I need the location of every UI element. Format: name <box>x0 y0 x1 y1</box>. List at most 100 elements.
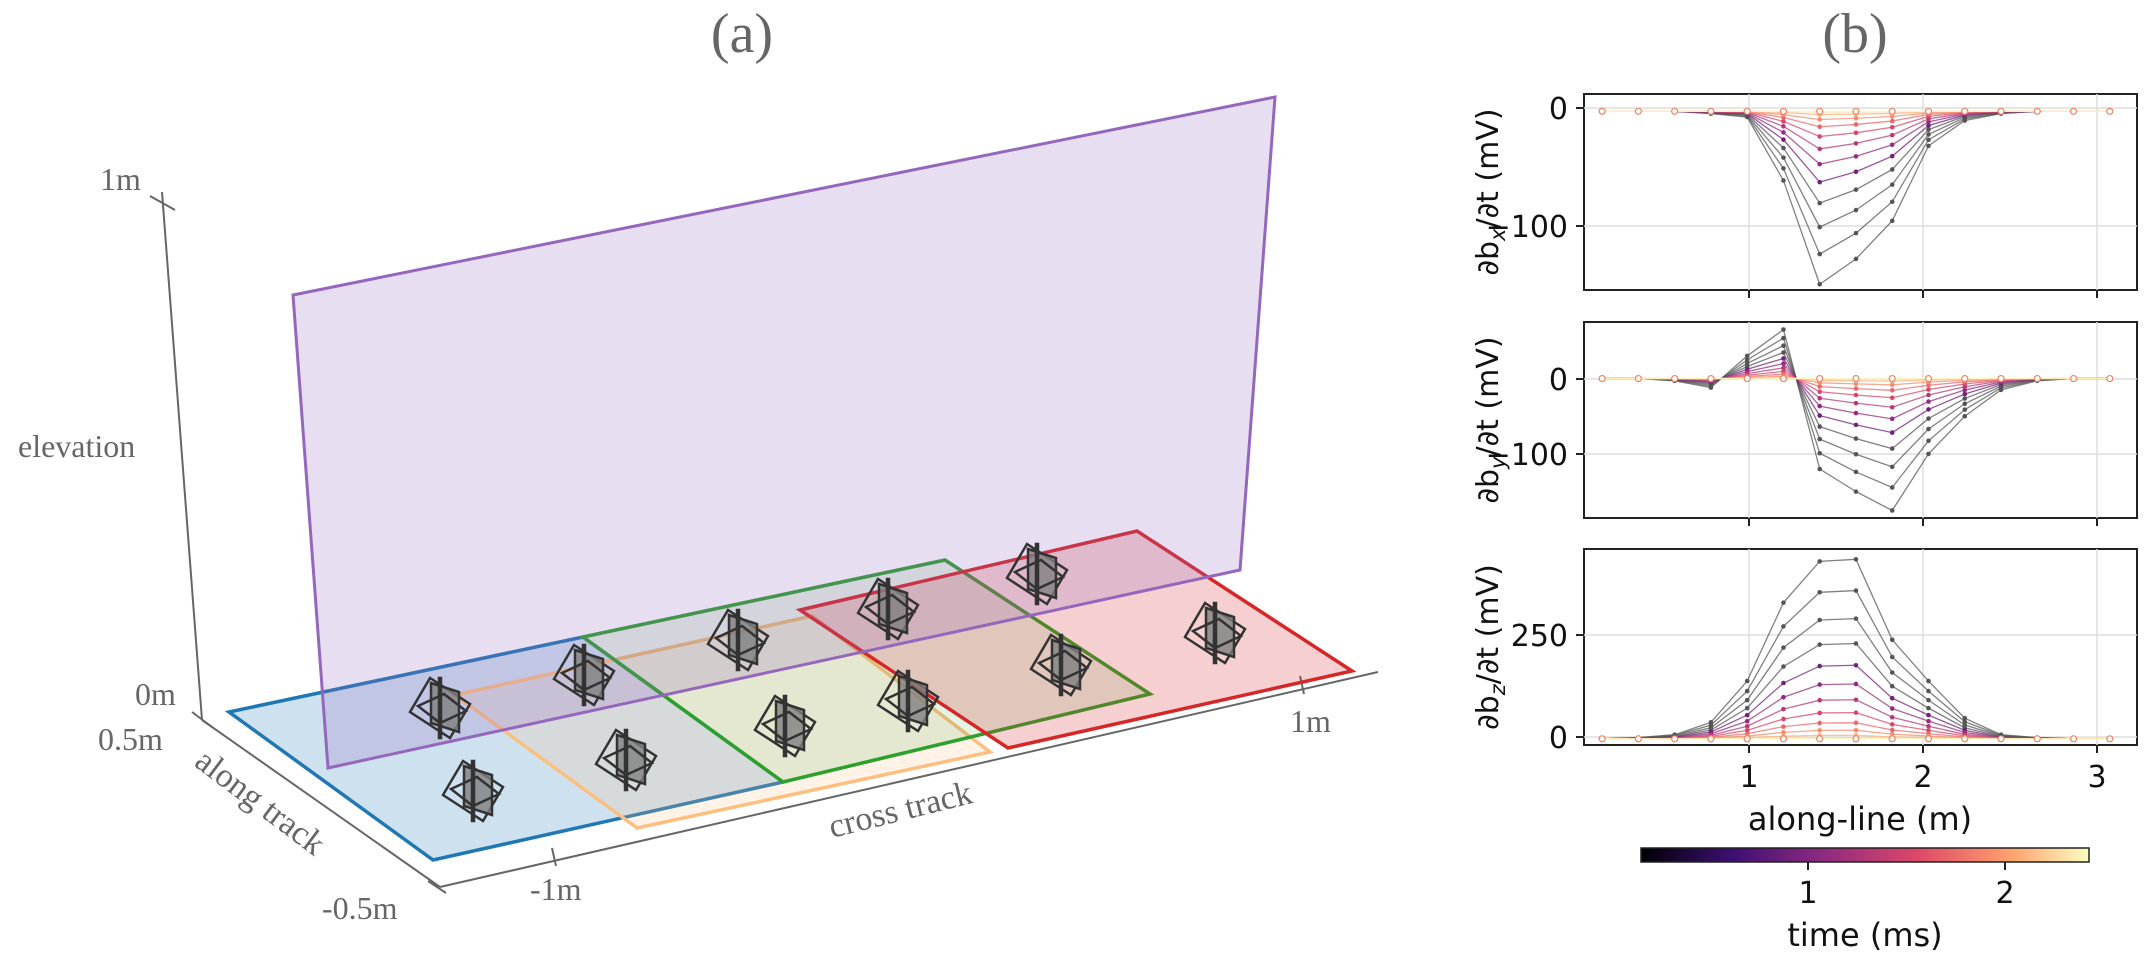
data-point-2-4-8 <box>1889 695 1895 701</box>
data-point-0-9-7 <box>1853 115 1859 121</box>
tick-label-05m: 0.5m <box>98 721 163 757</box>
sensor-marker <box>706 608 770 672</box>
data-point-1-12-10 <box>1961 374 1969 383</box>
data-point-0-8-7 <box>1853 122 1859 127</box>
sensor-marker <box>753 694 817 758</box>
data-point-2-4-6 <box>1817 663 1823 669</box>
data-point-2-12-9 <box>1924 735 1933 743</box>
data-point-0-3-7 <box>1853 187 1859 192</box>
data-point-0-12-3 <box>1707 107 1715 115</box>
data-point-2-6-9 <box>1926 723 1931 729</box>
data-point-2-6-8 <box>1889 714 1895 720</box>
data-point-0-12-8 <box>1888 107 1896 115</box>
colorbar-tick-2: 2 <box>1995 876 2014 911</box>
data-point-2-1-10 <box>1962 719 1968 725</box>
data-point-1-3-7 <box>1853 436 1859 441</box>
data-point-0-0-8 <box>1889 218 1895 224</box>
data-point-1-0-8 <box>1889 508 1895 513</box>
data-point-1-12-13 <box>2069 374 2078 383</box>
data-point-0-1-9 <box>1926 137 1931 143</box>
data-point-0-8-6 <box>1817 124 1823 130</box>
data-point-1-0-6 <box>1817 466 1823 472</box>
data-point-2-5-4 <box>1744 718 1750 724</box>
data-point-2-6-7 <box>1853 697 1859 703</box>
data-point-2-2-6 <box>1817 617 1823 623</box>
data-point-1-4-5 <box>1781 356 1786 361</box>
data-point-1-12-8 <box>1888 374 1896 383</box>
data-point-0-5-7 <box>1853 154 1859 159</box>
data-point-1-12-0 <box>1598 374 1606 383</box>
data-point-1-0-10 <box>1962 413 1968 419</box>
data-point-2-3-9 <box>1926 705 1931 711</box>
data-point-0-2-9 <box>1926 132 1931 137</box>
data-point-0-4-8 <box>1889 153 1895 159</box>
data-point-2-12-7 <box>1852 735 1860 743</box>
data-point-0-9-6 <box>1817 117 1823 122</box>
data-point-1-4-6 <box>1817 413 1823 418</box>
data-point-0-1-7 <box>1853 230 1859 236</box>
data-point-2-3-5 <box>1781 664 1786 669</box>
footprint-red <box>795 529 1357 750</box>
tick-label-0m: 0m <box>135 676 176 712</box>
series-line-1-2 <box>1602 344 2110 468</box>
data-point-1-0-9 <box>1926 451 1931 457</box>
data-point-2-9-6 <box>1817 728 1823 733</box>
data-point-1-12-4 <box>1743 374 1751 383</box>
data-point-2-12-10 <box>1961 735 1969 743</box>
data-point-1-8-9 <box>1926 382 1931 388</box>
data-point-1-4-9 <box>1926 407 1931 412</box>
tick-cross-1 <box>1299 675 1305 695</box>
data-point-0-6-8 <box>1889 132 1895 138</box>
data-point-2-1-5 <box>1781 624 1786 629</box>
data-point-0-4-7 <box>1853 169 1859 175</box>
data-point-2-7-5 <box>1781 716 1786 722</box>
data-point-1-2-9 <box>1926 426 1931 432</box>
elevation-axis-label: elevation <box>18 428 135 464</box>
data-point-0-2-8 <box>1889 182 1895 187</box>
data-point-0-4-5 <box>1781 137 1786 142</box>
panel-a-label: (a) <box>711 3 773 65</box>
data-point-0-3-6 <box>1817 200 1823 206</box>
tick-elev-1m <box>149 195 176 211</box>
data-point-1-12-1 <box>1634 374 1642 383</box>
data-point-1-5-7 <box>1853 410 1859 416</box>
xtick-1: 1 <box>1739 760 1758 795</box>
data-point-1-12-6 <box>1816 374 1824 383</box>
data-point-2-7-6 <box>1817 710 1823 716</box>
data-point-1-2-6 <box>1817 436 1823 442</box>
data-point-2-5-6 <box>1817 682 1823 687</box>
data-point-1-7-9 <box>1926 387 1931 392</box>
sensor-marker <box>876 669 940 733</box>
data-point-1-7-7 <box>1853 392 1859 398</box>
data-point-2-12-1 <box>1634 735 1642 743</box>
along-track-axis <box>201 719 441 888</box>
data-point-2-8-7 <box>1853 720 1859 726</box>
data-point-1-1-7 <box>1853 469 1859 475</box>
data-point-2-1-4 <box>1744 688 1750 694</box>
data-point-1-8-6 <box>1817 384 1823 389</box>
data-point-2-4-7 <box>1853 662 1859 668</box>
data-point-0-12-6 <box>1816 107 1824 115</box>
sensor-marker <box>1183 601 1247 665</box>
data-point-0-12-12 <box>2033 107 2041 115</box>
data-point-2-7-9 <box>1926 728 1931 733</box>
data-point-1-0-5 <box>1781 327 1786 332</box>
data-point-0-12-7 <box>1852 107 1860 115</box>
series-line-1-3 <box>1602 351 2110 450</box>
data-point-1-8-8 <box>1889 388 1895 393</box>
data-point-2-9-5 <box>1781 730 1786 735</box>
data-point-2-8-6 <box>1817 720 1823 726</box>
data-point-1-3-8 <box>1889 446 1895 451</box>
data-point-1-7-8 <box>1889 395 1895 401</box>
data-point-1-12-12 <box>2033 374 2041 383</box>
data-point-0-2-5 <box>1781 155 1786 160</box>
data-point-2-12-4 <box>1743 735 1751 743</box>
data-point-2-7-4 <box>1744 728 1750 733</box>
data-point-0-6-6 <box>1817 146 1823 152</box>
tick-label-1m-cross: 1m <box>1290 703 1331 739</box>
data-point-1-0-7 <box>1853 489 1859 494</box>
data-point-2-4-5 <box>1781 680 1786 686</box>
data-point-0-2-6 <box>1817 224 1823 230</box>
data-point-2-12-11 <box>1997 735 2005 743</box>
data-point-0-12-2 <box>1671 107 1679 115</box>
